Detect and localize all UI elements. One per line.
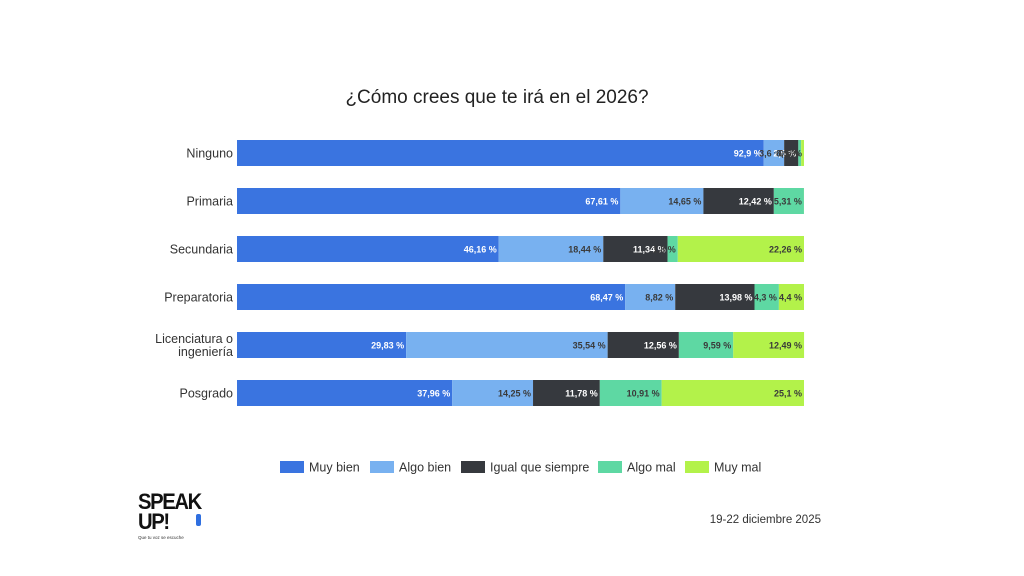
value-label-primaria-muy-bien: 67,61 % — [585, 196, 618, 206]
bar-primaria-algo-bien — [620, 188, 704, 214]
bar-posgrado-algo-mal — [599, 380, 662, 406]
bar-secundaria-algo-bien — [498, 236, 604, 262]
logo-word-up: UP! — [138, 509, 170, 534]
bar-ninguno-algo-mal — [798, 140, 802, 166]
value-label-preparatoria-algo-mal: 4,3 % — [754, 292, 777, 302]
value-label-posgrado-muy-mal: 25,1 % — [774, 388, 802, 398]
legend-swatch-muy-bien — [280, 461, 304, 473]
value-label-licenciatura-o-ingenieria-muy-bien: 29,83 % — [371, 340, 404, 350]
value-label-secundaria-algo-mal: 1,8 % — [653, 244, 676, 254]
bar-preparatoria-muy-bien — [237, 284, 626, 310]
value-label-preparatoria-algo-bien: 8,82 % — [645, 292, 673, 302]
logo-accent-mark — [196, 514, 201, 526]
value-label-preparatoria-muy-bien: 68,47 % — [590, 292, 623, 302]
value-label-posgrado-algo-mal: 10,91 % — [627, 388, 660, 398]
bar-posgrado-algo-bien — [452, 380, 534, 406]
bar-licenciatura-o-ingenieria-algo-mal — [678, 332, 734, 358]
value-label-preparatoria-igual-que-siempre: 13,98 % — [719, 292, 752, 302]
legend-label-igual-que-siempre: Igual que siempre — [490, 461, 589, 475]
value-label-posgrado-algo-bien: 14,25 % — [498, 388, 531, 398]
bar-preparatoria-algo-mal — [754, 284, 779, 310]
value-label-ninguno-muy-bien: 92,9 % — [734, 148, 762, 158]
category-label-primaria: Primaria — [186, 195, 233, 209]
category-label-ninguno: Ninguno — [186, 147, 233, 161]
value-label-licenciatura-o-ingenieria-algo-bien: 35,54 % — [573, 340, 606, 350]
value-label-posgrado-muy-bien: 37,96 % — [417, 388, 450, 398]
bar-ninguno-muy-mal — [801, 140, 804, 166]
bar-primaria-algo-mal — [773, 188, 804, 214]
bar-secundaria-algo-mal — [667, 236, 678, 262]
legend-swatch-muy-mal — [685, 461, 709, 473]
category-label-secundaria: Secundaria — [170, 243, 233, 257]
chart-title: ¿Cómo crees que te irá en el 2026? — [345, 87, 648, 108]
legend-label-muy-bien: Muy bien — [309, 461, 360, 475]
bar-preparatoria-muy-mal — [778, 284, 804, 310]
speakup-logo: SPEAK UP! Que tu voz se escuche — [138, 489, 208, 552]
bar-licenciatura-o-ingenieria-muy-bien — [237, 332, 407, 358]
bar-ninguno-algo-bien — [763, 140, 785, 166]
category-label-licenciatura-o-ingenieria: Licenciatura o ingeniería — [155, 332, 233, 359]
bar-preparatoria-algo-bien — [625, 284, 676, 310]
bar-primaria-muy-bien — [237, 188, 621, 214]
bar-secundaria-muy-bien — [237, 236, 499, 262]
value-label-secundaria-muy-bien: 46,16 % — [464, 244, 497, 254]
legend-swatch-igual-que-siempre — [461, 461, 485, 473]
value-labels: 92,9 %3,6 %2,5 %0,5 %0,5 %67,61 % 14,65 %… — [371, 148, 802, 398]
legend-swatch-algo-bien — [370, 461, 394, 473]
value-label-ninguno-igual-que-siempre: 2,5 % — [773, 148, 796, 158]
legend-label-algo-bien: Algo bien — [399, 461, 451, 475]
legend-label-algo-mal: Algo mal — [627, 461, 676, 475]
logo-word-speak: SPEAK — [138, 489, 202, 514]
value-label-preparatoria-muy-mal: 4,4 % — [779, 292, 802, 302]
value-label-posgrado-igual-que-siempre: 11,78 % — [565, 388, 598, 398]
bar-ninguno-igual-que-siempre — [784, 140, 799, 166]
value-label-secundaria-muy-mal: 22,26 % — [769, 244, 802, 254]
value-label-ninguno-muy-mal: 0,5 % — [779, 148, 802, 158]
legend: Muy bien Algo bien Igual que siempre Algo m… — [280, 461, 761, 475]
bar-posgrado-muy-bien — [237, 380, 453, 406]
bar-ninguno-muy-bien — [237, 140, 764, 166]
value-label-primaria-igual-que-siempre: 12,42 % — [739, 196, 772, 206]
legend-swatch-algo-mal — [598, 461, 622, 473]
value-label-licenciatura-o-ingenieria-algo-mal: 9,59 % — [703, 340, 731, 350]
category-label-posgrado: Posgrado — [179, 387, 233, 401]
value-label-secundaria-algo-bien: 18,44 % — [568, 244, 601, 254]
bar-posgrado-igual-que-siempre — [533, 380, 600, 406]
bar-licenciatura-o-ingenieria-algo-bien — [406, 332, 608, 358]
bar-licenciatura-o-ingenieria-muy-mal — [733, 332, 805, 358]
value-label-secundaria-igual-que-siempre: 11,34 % — [633, 244, 666, 254]
logo-tagline: Que tu voz se escuche — [138, 535, 184, 540]
bar-secundaria-igual-que-siempre — [603, 236, 668, 262]
value-label-ninguno-algo-mal: 0,5 % — [776, 148, 799, 158]
legend-label-muy-mal: Muy mal — [714, 461, 761, 475]
bars — [237, 140, 805, 406]
category-label-preparatoria: Preparatoria — [164, 291, 233, 305]
bar-preparatoria-igual-que-siempre — [675, 284, 755, 310]
category-labels: Ninguno Primaria Secundaria Preparatoria Lic… — [155, 147, 233, 401]
value-label-ninguno-algo-bien: 3,6 % — [759, 148, 782, 158]
survey-date: 19-22 diciembre 2025 — [709, 514, 821, 526]
bar-primaria-igual-que-siempre — [703, 188, 774, 214]
value-label-licenciatura-o-ingenieria-igual-que-siempre: 12,56 % — [644, 340, 677, 350]
value-label-primaria-algo-mal: 5,31 % — [774, 196, 802, 206]
bar-secundaria-muy-mal — [677, 236, 804, 262]
bar-licenciatura-o-ingenieria-igual-que-siempre — [607, 332, 679, 358]
bar-posgrado-muy-mal — [661, 380, 804, 406]
value-label-licenciatura-o-ingenieria-muy-mal: 12,49 % — [769, 340, 802, 350]
value-label-primaria-algo-bien: 14,65 % — [668, 196, 701, 206]
